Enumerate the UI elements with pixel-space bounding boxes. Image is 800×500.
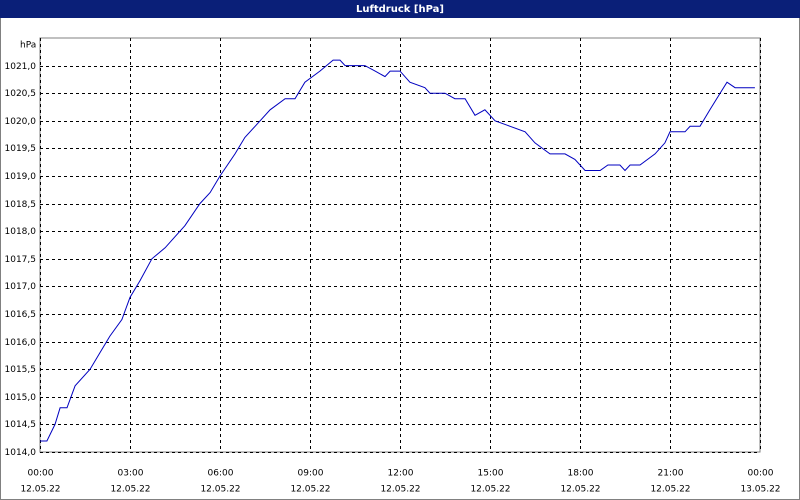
x-tick-label: 06:00 <box>208 469 234 479</box>
y-tick-label: 1020,5 <box>5 89 37 99</box>
x-tick-date: 12.05.22 <box>560 485 600 495</box>
y-tick-label: 1019,5 <box>5 144 37 154</box>
x-tick-label: 18:00 <box>568 469 594 479</box>
x-tick-date: 12.05.22 <box>200 485 240 495</box>
y-tick-label: 1016,0 <box>5 338 37 348</box>
x-tick-date: 12.05.22 <box>380 485 420 495</box>
y-unit: hPa <box>20 41 36 51</box>
y-tick-label: 1014,5 <box>5 420 37 430</box>
y-tick-label: 1017,5 <box>5 255 37 265</box>
y-tick-label: 1021,0 <box>5 62 37 72</box>
x-tick-date: 12.05.22 <box>290 485 330 495</box>
data-line <box>40 59 755 442</box>
title-bar <box>0 0 800 18</box>
x-tick-label: 15:00 <box>478 469 504 479</box>
y-tick-label: 1014,0 <box>5 448 37 458</box>
x-tick-label: 00:00 <box>28 469 54 479</box>
x-tick-label: 03:00 <box>118 469 144 479</box>
x-tick-label: 21:00 <box>658 469 684 479</box>
x-tick-date: 12.05.22 <box>20 485 60 495</box>
x-tick-label: 12:00 <box>388 469 414 479</box>
x-tick-label: 09:00 <box>298 469 324 479</box>
y-tick-label: 1015,5 <box>5 365 37 375</box>
y-tick-label: 1015,0 <box>5 393 37 403</box>
y-tick-label: 1019,0 <box>5 172 37 182</box>
y-tick-label: 1018,0 <box>5 227 37 237</box>
y-tick-label: 1016,5 <box>5 310 37 320</box>
chart-title: Luftdruck [hPa] <box>356 4 444 15</box>
x-tick-date: 13.05.22 <box>740 485 780 495</box>
y-tick-label: 1020,0 <box>5 117 37 127</box>
x-tick-label: 00:00 <box>748 469 774 479</box>
x-tick-date: 12.05.22 <box>470 485 510 495</box>
x-tick-date: 12.05.22 <box>110 485 150 495</box>
x-tick-date: 12.05.22 <box>650 485 690 495</box>
y-tick-label: 1018,5 <box>5 200 37 210</box>
y-tick-label: 1017,0 <box>5 282 37 292</box>
